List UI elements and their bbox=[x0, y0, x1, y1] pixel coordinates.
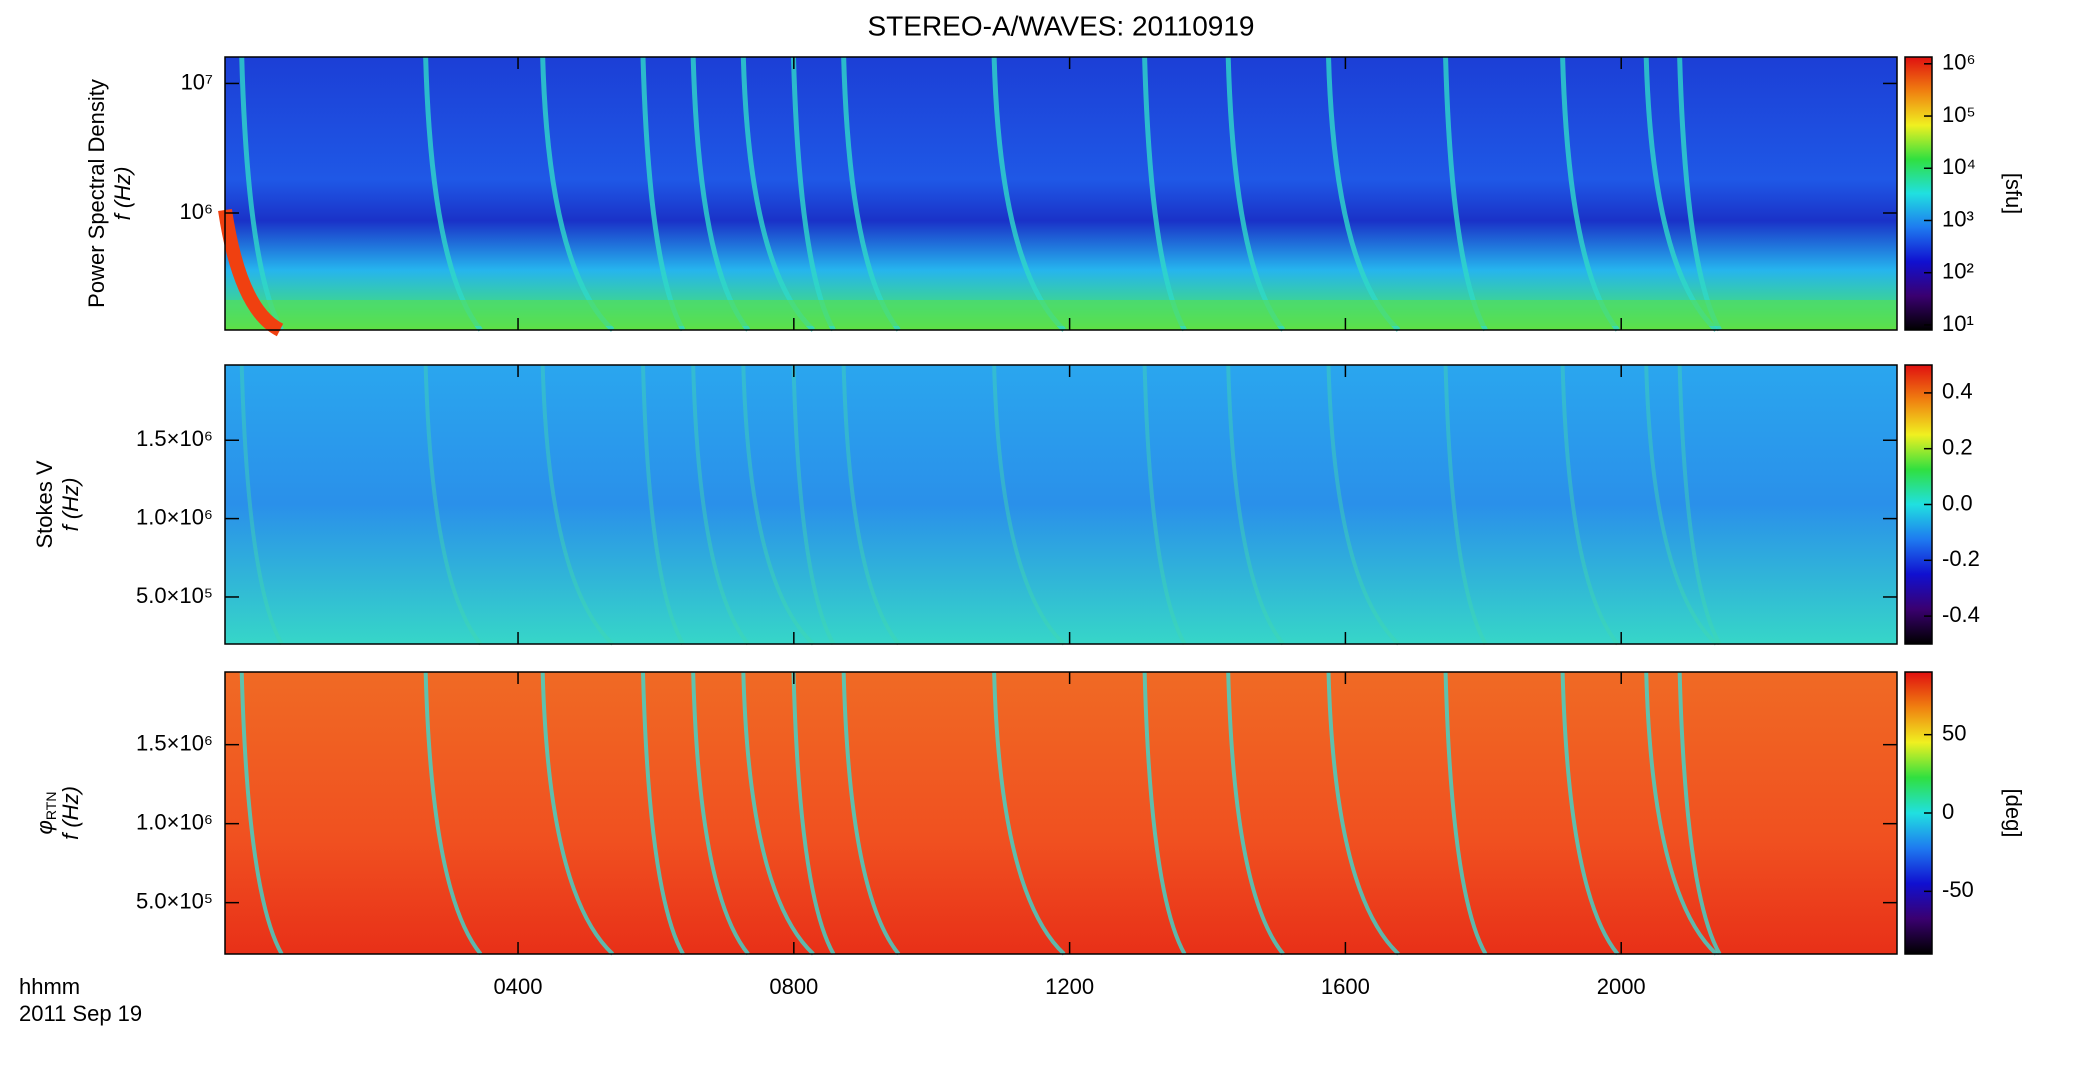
burst-decoration bbox=[1443, 364, 1488, 645]
colorbar-tick-label: 10⁶ bbox=[1942, 50, 1976, 75]
y-axis-subscript: RTN bbox=[43, 792, 59, 821]
burst-decoration bbox=[423, 364, 483, 646]
chart-title: STEREO-A/WAVES: 20110919 bbox=[868, 10, 1255, 41]
plot-frame bbox=[224, 56, 1898, 331]
burst-decoration bbox=[1644, 364, 1718, 646]
heatmap bbox=[225, 672, 1897, 954]
burst-decoration bbox=[841, 671, 901, 956]
burst-decoration bbox=[239, 671, 284, 955]
colorbar-tick-label: 50 bbox=[1942, 720, 1966, 745]
colorbar-tick-label: 10³ bbox=[1942, 206, 1974, 231]
burst-decoration bbox=[741, 364, 815, 646]
colorbar-tick-label: 10¹ bbox=[1942, 311, 1974, 336]
colorbar-tick-label: -0.4 bbox=[1942, 602, 1980, 627]
colorbar-label: [sfu] bbox=[2001, 173, 2026, 215]
plot-frame bbox=[224, 364, 1898, 645]
burst-decoration bbox=[1326, 671, 1400, 956]
burst-decoration bbox=[992, 364, 1066, 646]
plot-frame bbox=[224, 671, 1898, 955]
burst-decoration bbox=[691, 364, 750, 646]
burst-decoration bbox=[1677, 671, 1722, 955]
y-tick-label: 1.0×10⁶ bbox=[136, 504, 213, 529]
x-tick-label: 0800 bbox=[769, 974, 818, 999]
y-tick-label: 1.0×10⁶ bbox=[136, 809, 213, 834]
burst-decoration bbox=[641, 671, 685, 955]
y-tick-label: 5.0×10⁵ bbox=[136, 583, 213, 608]
colorbar-tick-label: -50 bbox=[1942, 877, 1974, 902]
y-axis-unit: f (Hz) bbox=[58, 786, 83, 840]
burst-decoration bbox=[1326, 364, 1400, 646]
colorbar-label: [deg] bbox=[2001, 789, 2026, 838]
colorbar-tick-label: 10² bbox=[1942, 259, 1974, 284]
colorbar-tick-label: -0.2 bbox=[1942, 546, 1980, 571]
y-axis-unit: f (Hz) bbox=[58, 478, 83, 532]
colorbar-tick-label: 10⁵ bbox=[1942, 102, 1976, 127]
burst-decoration bbox=[1560, 364, 1620, 646]
heatmap bbox=[225, 365, 1897, 644]
y-tick-label: 10⁷ bbox=[181, 69, 213, 94]
burst-decoration bbox=[1560, 671, 1620, 956]
burst-decoration bbox=[791, 364, 836, 645]
burst-decoration bbox=[691, 671, 750, 956]
burst-decoration bbox=[1677, 364, 1722, 645]
x-tick-label: 1600 bbox=[1321, 974, 1370, 999]
colorbar bbox=[1904, 56, 1933, 331]
burst-decoration bbox=[239, 364, 284, 645]
y-axis-title: Power Spectral Density bbox=[84, 79, 109, 308]
burst-decoration bbox=[1226, 364, 1285, 646]
burst-decoration bbox=[540, 671, 615, 956]
y-tick-label: 10⁶ bbox=[179, 199, 213, 224]
y-axis-unit: f (Hz) bbox=[110, 167, 135, 221]
x-axis-label: hhmm bbox=[19, 974, 80, 999]
date-label: 2011 Sep 19 bbox=[19, 1001, 142, 1026]
y-axis-symbol: φ bbox=[32, 820, 57, 834]
burst-decoration bbox=[741, 671, 815, 956]
burst-decoration bbox=[791, 671, 836, 955]
low-freq-band bbox=[225, 300, 1897, 326]
burst-decoration bbox=[1142, 364, 1187, 645]
x-tick-label: 0400 bbox=[494, 974, 543, 999]
burst-decoration bbox=[218, 208, 284, 337]
colorbar-tick-label: 0.2 bbox=[1942, 435, 1973, 460]
y-axis-title: Stokes V bbox=[32, 460, 57, 548]
burst-decoration bbox=[992, 671, 1066, 956]
colorbar-tick-label: 0 bbox=[1942, 799, 1954, 824]
colorbar-tick-label: 0.4 bbox=[1942, 379, 1973, 404]
y-tick-label: 1.5×10⁶ bbox=[136, 730, 213, 755]
colorbar-tick-label: 10⁴ bbox=[1942, 154, 1976, 179]
burst-decoration bbox=[641, 364, 685, 645]
burst-decoration bbox=[540, 364, 615, 646]
x-tick-label: 1200 bbox=[1045, 974, 1094, 999]
burst-decoration bbox=[1142, 671, 1187, 955]
heatmap bbox=[225, 57, 1897, 330]
y-tick-label: 5.0×10⁵ bbox=[136, 888, 213, 913]
burst-decoration bbox=[841, 364, 901, 646]
y-axis-title: φRTN bbox=[32, 792, 59, 835]
burst-decoration bbox=[1644, 671, 1718, 956]
y-tick-label: 1.5×10⁶ bbox=[136, 426, 213, 451]
burst-decoration bbox=[423, 671, 483, 956]
burst-decoration bbox=[1443, 671, 1488, 955]
colorbar-tick-label: 0.0 bbox=[1942, 490, 1973, 515]
x-tick-label: 2000 bbox=[1597, 974, 1646, 999]
burst-decoration bbox=[1226, 671, 1285, 956]
